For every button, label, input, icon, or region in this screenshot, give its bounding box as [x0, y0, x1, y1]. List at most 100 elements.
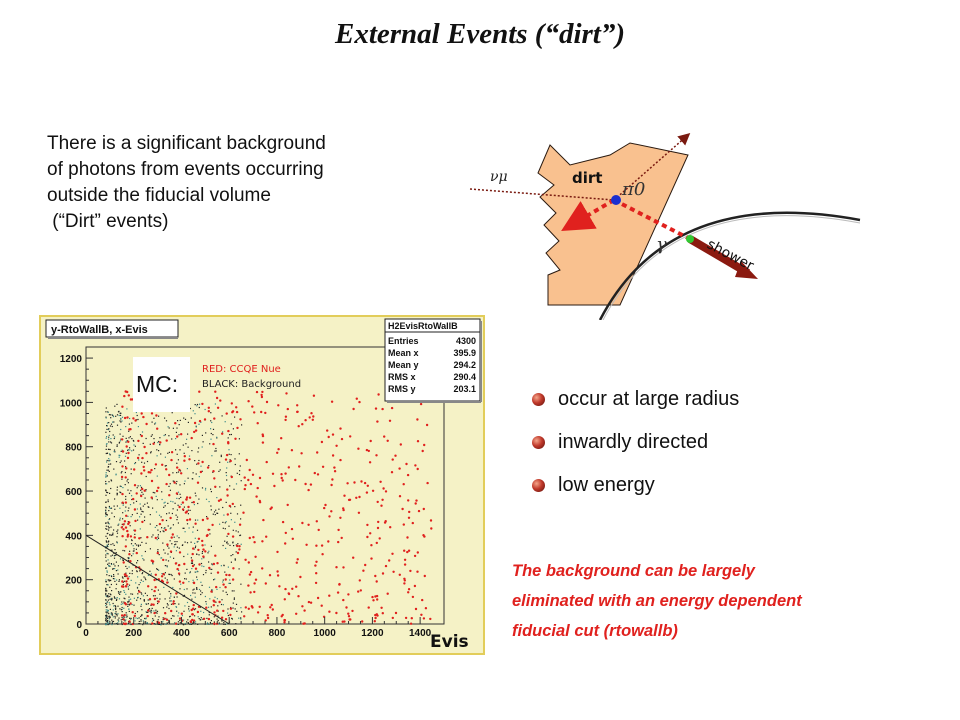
background-point [115, 611, 117, 613]
signal-point [381, 498, 384, 501]
signal-point [403, 549, 406, 552]
signal-point [342, 566, 345, 569]
signal-point [120, 475, 124, 479]
background-point [171, 438, 173, 440]
background-point [240, 543, 242, 545]
background-point [119, 593, 121, 595]
background-point [105, 483, 107, 485]
signal-point [286, 407, 289, 411]
background-point [108, 562, 110, 564]
signal-point [404, 616, 408, 620]
background-point [127, 521, 129, 523]
background-point [156, 455, 158, 457]
background-point [181, 615, 183, 617]
signal-point [416, 570, 419, 573]
background-point [124, 471, 126, 474]
background-point [227, 461, 229, 463]
signal-point [290, 449, 294, 452]
background-point [227, 612, 229, 614]
signal-point [121, 580, 124, 583]
background-point [107, 522, 109, 524]
signal-point [183, 459, 186, 462]
background-point [131, 422, 133, 424]
background-point [198, 447, 200, 449]
x-tick-label: 1400 [409, 628, 432, 639]
background-point [107, 596, 109, 598]
background-point [122, 435, 124, 437]
background-point [127, 449, 129, 451]
background-point [239, 465, 241, 467]
background-point [110, 441, 112, 443]
background-point [106, 612, 108, 614]
signal-point [316, 596, 320, 600]
background-point [187, 553, 189, 555]
background-point [210, 545, 212, 547]
background-point [127, 603, 129, 605]
background-point [206, 623, 208, 625]
background-point [129, 436, 131, 438]
signal-point [216, 406, 220, 409]
background-point [107, 532, 109, 534]
background-point [176, 472, 178, 474]
background-point [213, 511, 216, 513]
background-point [144, 503, 146, 505]
signal-point [140, 412, 143, 415]
background-point [109, 492, 111, 494]
background-point [192, 410, 194, 412]
background-point [230, 519, 232, 521]
signal-point [150, 479, 154, 483]
signal-point [191, 613, 194, 616]
signal-point [203, 418, 207, 421]
signal-point [384, 490, 388, 493]
signal-point [416, 418, 419, 421]
signal-point [358, 495, 361, 499]
background-point [106, 609, 109, 611]
background-point [172, 427, 174, 429]
background-point [155, 511, 158, 513]
background-point [188, 605, 190, 608]
background-point [105, 528, 107, 530]
background-point [154, 423, 156, 425]
signal-point [243, 487, 246, 491]
background-point [218, 470, 220, 472]
signal-point [221, 432, 224, 435]
background-point [147, 574, 149, 576]
background-point [212, 434, 214, 436]
background-point [137, 576, 139, 578]
background-point [164, 572, 166, 574]
signal-point [212, 470, 215, 473]
background-point [107, 624, 109, 626]
background-point [109, 534, 111, 536]
background-point [154, 623, 156, 625]
signal-point [270, 603, 273, 607]
background-point [109, 616, 111, 618]
signal-point [347, 593, 350, 596]
signal-point [247, 400, 250, 403]
signal-point [271, 608, 274, 611]
signal-point [249, 570, 253, 574]
signal-point [133, 536, 136, 539]
background-point [107, 545, 109, 548]
signal-point [213, 417, 216, 420]
background-point [108, 458, 110, 460]
background-point [118, 592, 120, 594]
background-point [107, 525, 109, 527]
signal-point [406, 536, 409, 539]
background-point [108, 505, 110, 508]
x-tick-label: 400 [173, 628, 190, 639]
signal-point [121, 450, 125, 453]
signal-point [271, 472, 275, 475]
background-point [139, 598, 142, 600]
signal-point [343, 620, 346, 623]
background-point [106, 606, 108, 608]
background-point [222, 581, 224, 583]
signal-point [178, 563, 181, 567]
background-point [127, 622, 130, 624]
background-point [157, 619, 159, 621]
background-point [113, 574, 115, 576]
background-point [141, 609, 143, 611]
background-point [136, 599, 138, 601]
background-point [168, 573, 170, 575]
signal-point [126, 533, 130, 536]
background-point [238, 617, 240, 619]
